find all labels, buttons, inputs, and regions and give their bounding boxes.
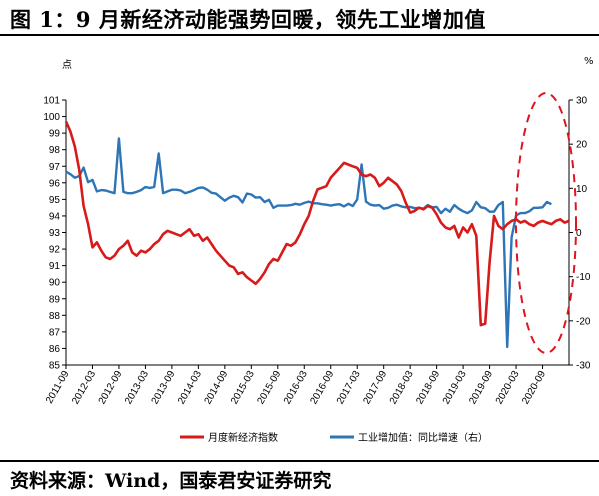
- left-tick-label: 92: [49, 245, 61, 256]
- title-underline: [0, 34, 599, 36]
- left-tick-label: 94: [49, 211, 61, 222]
- left-tick-label: 89: [49, 294, 61, 305]
- x-tick-label: 2017-09: [361, 369, 389, 407]
- left-tick-label: 93: [49, 228, 61, 239]
- right-tick-label: 0: [576, 228, 582, 239]
- x-tick-label: 2018-09: [414, 369, 442, 407]
- x-tick-label: 2015-03: [229, 369, 257, 407]
- industrial-growth-line: [65, 137, 552, 349]
- legend-label-blue: 工业增加值：同比增速（右）: [358, 431, 488, 444]
- legend: 月度新经济指数 工业增加值：同比增速（右）: [180, 431, 488, 444]
- x-tick-label: 2019-09: [467, 369, 495, 407]
- new-economy-index-line: [64, 120, 570, 327]
- highlight-ellipse: [515, 92, 577, 354]
- x-tick-label: 2017-03: [335, 369, 363, 407]
- axes-layer: 点 %858687888990919293949596979899100101-3…: [43, 56, 593, 406]
- left-tick-label: 85: [49, 361, 61, 372]
- x-tick-label: 2015-09: [256, 369, 284, 407]
- x-tick-label: 2018-03: [388, 369, 416, 407]
- left-tick-label: 97: [49, 162, 61, 173]
- x-tick-label: 2016-09: [308, 369, 336, 407]
- x-tick-label: 2013-09: [150, 369, 178, 407]
- x-tick-label: 2012-09: [97, 369, 125, 407]
- new-economy-index-layer: [64, 120, 570, 327]
- x-tick-label: 2012-03: [70, 369, 98, 407]
- right-tick-label: -10: [576, 272, 591, 283]
- x-tick-label: 2019-03: [441, 369, 469, 407]
- x-tick-label: 2016-03: [282, 369, 310, 407]
- left-tick-label: 96: [49, 178, 61, 189]
- industrial-growth-layer: [65, 137, 552, 349]
- chart-title: 图 1：9 月新经济动能强势回暖，领先工业增加值: [10, 7, 486, 32]
- x-tick-label: 2013-03: [123, 369, 151, 407]
- right-tick-label: 30: [576, 96, 588, 107]
- right-axis-unit: %: [584, 56, 594, 67]
- x-tick-label: 2020-09: [520, 369, 548, 407]
- footer-rule: [0, 460, 599, 462]
- x-tick-label: 2011-09: [44, 369, 72, 406]
- right-tick-label: -30: [576, 361, 591, 372]
- legend-label-red: 月度新经济指数: [208, 431, 278, 444]
- left-tick-label: 88: [49, 311, 61, 322]
- left-tick-label: 98: [49, 145, 61, 156]
- left-tick-label: 91: [49, 261, 61, 272]
- source-note: 资料来源：Wind，国泰君安证券研究: [10, 470, 332, 492]
- left-tick-label: 101: [43, 96, 60, 107]
- right-tick-label: 10: [576, 184, 588, 195]
- left-tick-label: 100: [43, 112, 60, 123]
- left-tick-label: 90: [49, 278, 61, 289]
- x-tick-label: 2014-03: [176, 369, 204, 407]
- right-tick-label: 20: [576, 140, 588, 151]
- left-tick-label: 95: [49, 195, 61, 206]
- left-tick-label: 99: [49, 129, 61, 140]
- x-tick-label: 2014-09: [203, 369, 231, 407]
- left-tick-label: 86: [49, 344, 61, 355]
- x-tick-label: 2020-03: [494, 369, 522, 407]
- right-tick-label: -20: [576, 316, 591, 327]
- left-tick-label: 87: [49, 327, 61, 338]
- left-axis-unit: 点: [62, 59, 72, 71]
